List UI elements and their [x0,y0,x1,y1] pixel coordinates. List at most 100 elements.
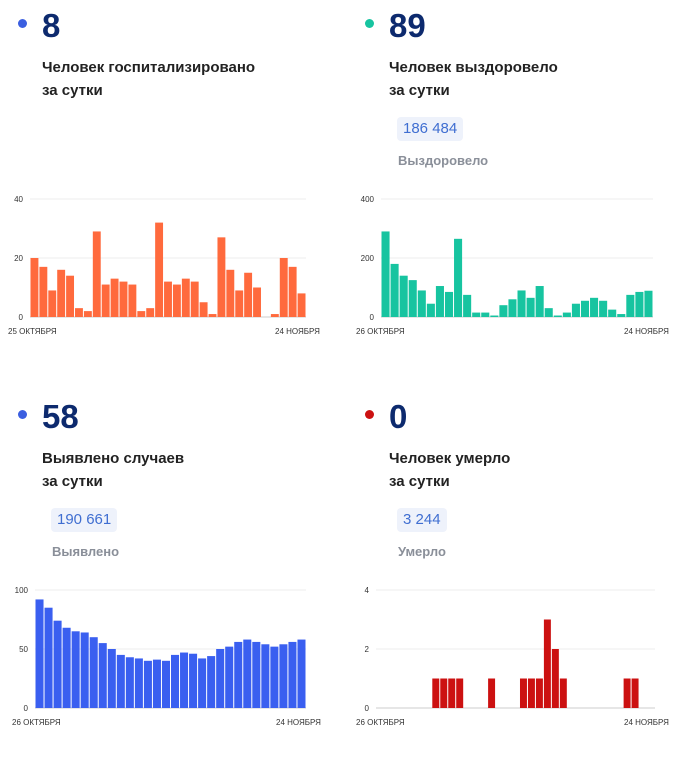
bar [270,314,279,317]
bar [244,272,253,317]
bar [225,646,234,708]
bar [517,290,526,317]
bar [490,315,499,317]
bar [234,641,243,708]
bar [553,315,562,317]
recovered-value: 89 [389,7,426,44]
bar [590,297,599,317]
bar [199,302,208,317]
bar [623,678,631,708]
bar [535,286,544,317]
bar [190,281,199,317]
y-tick-label: 40 [14,195,23,204]
bar [53,620,62,708]
bar [631,678,639,708]
bar [551,649,559,708]
bar [444,291,454,317]
hospitalized-value: 8 [42,7,61,44]
cases-value: 58 [42,398,79,435]
recovered-caption-line2: за сутки [389,82,450,99]
bar [161,660,170,708]
bar [390,263,399,317]
bar [381,231,390,317]
bar [408,280,417,317]
bar [134,658,143,708]
panel-hospitalized: 8 Человек госпитализировано за сутки 0 20… [0,0,330,380]
bar [198,658,207,708]
hospitalized-chart: 0 20 40 25 ОКТЯБРЯ 24 НОЯБРЯ [8,195,320,336]
bar [243,639,252,708]
y-tick-label: 100 [15,586,29,595]
bar [417,290,426,317]
y-tick-label: 0 [365,704,370,713]
x-start-label: 26 ОКТЯБРЯ [356,327,405,336]
bar [208,314,217,317]
x-end-label: 24 НОЯБРЯ [624,718,669,727]
bar [279,644,288,708]
x-start-label: 25 ОКТЯБРЯ [8,327,57,336]
y-tick-label: 50 [19,645,28,654]
bar [261,644,270,708]
deaths-total: 3 244 [397,508,447,532]
bar [527,678,535,708]
bar [472,312,481,317]
deaths-caption-line1: Человек умерло [389,450,511,467]
recovered-total-label: Выздоровело [398,153,489,168]
x-start-label: 26 ОКТЯБРЯ [12,718,61,727]
bar [107,649,116,708]
recovered-dot [365,19,374,28]
bar [543,619,551,708]
bar [252,641,261,708]
bar [288,641,297,708]
bar [119,281,128,317]
bar [116,654,125,708]
deaths-dot [365,410,374,419]
bar [288,266,297,317]
bar [508,299,517,317]
bar [481,312,490,317]
panel-cases: 58 Выявлено случаев за сутки 190 661 Выя… [0,390,330,770]
y-tick-label: 200 [361,254,375,263]
bar [155,222,164,317]
bar [626,294,635,317]
x-end-label: 24 НОЯБРЯ [276,718,321,727]
bar [562,312,571,317]
bar [463,294,472,317]
cases-total: 190 661 [51,508,118,532]
bar [488,678,496,708]
bar [146,308,155,317]
bar [180,652,189,708]
bar [75,308,83,317]
x-end-label: 24 НОЯБРЯ [624,327,669,336]
deaths-caption-line2: за сутки [389,473,450,490]
bar [172,284,181,317]
bar [110,278,119,317]
bar [559,678,567,708]
bar [456,678,464,708]
bar [580,300,590,317]
bar [89,637,98,708]
bar [440,678,448,708]
bar [297,639,306,708]
deaths-total-label: Умерло [398,544,446,559]
bar [143,660,152,708]
bar [39,266,48,317]
bar [125,657,134,708]
bar [217,237,226,317]
cases-total-label: Выявлено [52,544,120,559]
bar [30,258,39,317]
bar [526,297,535,317]
bar [253,287,261,317]
bar [164,281,172,317]
bar [617,314,626,317]
bar [35,599,44,708]
bar [44,607,53,708]
cases-dot [18,410,27,419]
x-end-label: 24 НОЯБРЯ [275,327,320,336]
hospitalized-caption-line2: за сутки [42,82,103,99]
bar [426,303,435,317]
panel-deaths: 0 Человек умерло за сутки 3 244 Умерло 0… [346,390,676,770]
bar [499,305,508,317]
bar [571,303,580,317]
bar [544,308,553,317]
